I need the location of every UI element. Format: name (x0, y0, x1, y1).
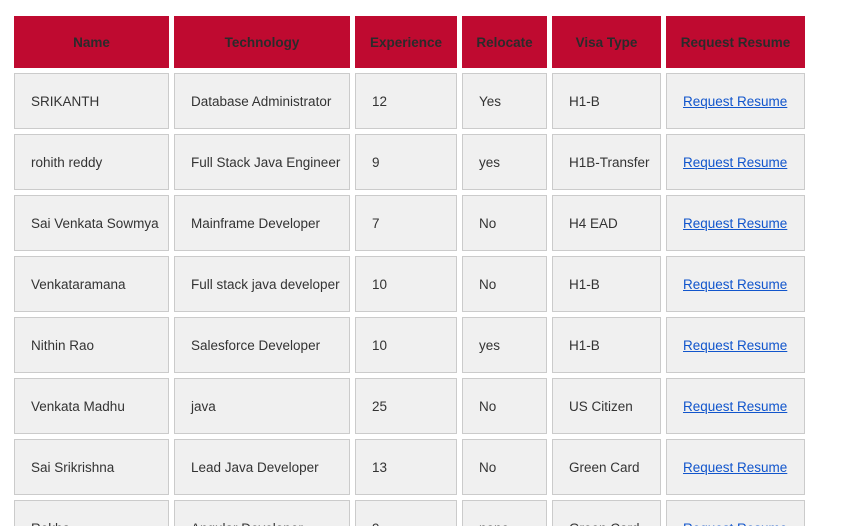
request-resume-link[interactable]: Request Resume (683, 337, 788, 353)
cell-relocate: No (462, 439, 547, 495)
column-header-visa-type: Visa Type (552, 16, 661, 68)
cell-visa-type: H1-B (552, 73, 661, 129)
column-header-name: Name (14, 16, 169, 68)
column-header-request-resume: Request Resume (666, 16, 805, 68)
cell-relocate: Yes (462, 73, 547, 129)
cell-request-resume: Request Resume (666, 378, 805, 434)
cell-experience: 9 (355, 500, 457, 526)
cell-relocate: none (462, 500, 547, 526)
cell-experience: 13 (355, 439, 457, 495)
table-body: SRIKANTH Database Administrator 12 Yes H… (14, 73, 805, 526)
cell-technology: Full stack java developer (174, 256, 350, 312)
cell-experience: 10 (355, 256, 457, 312)
request-resume-link[interactable]: Request Resume (683, 521, 787, 526)
cell-technology: Database Administrator (174, 73, 350, 129)
table-row: SRIKANTH Database Administrator 12 Yes H… (14, 73, 805, 129)
table-row: Venkataramana Full stack java developer … (14, 256, 805, 312)
cell-relocate: No (462, 256, 547, 312)
cell-visa-type: Green Card (552, 439, 661, 495)
request-resume-link[interactable]: Request Resume (683, 93, 788, 109)
cell-experience: 12 (355, 73, 457, 129)
cell-relocate: yes (462, 317, 547, 373)
cell-name: rohith reddy (14, 134, 169, 190)
table-row: Nithin Rao Salesforce Developer 10 yes H… (14, 317, 805, 373)
cell-request-resume: Request Resume (666, 73, 805, 129)
cell-technology: Lead Java Developer (174, 439, 350, 495)
cell-experience: 9 (355, 134, 457, 190)
table-row: Sai Srikrishna Lead Java Developer 13 No… (14, 439, 805, 495)
cell-relocate: yes (462, 134, 547, 190)
cell-request-resume: Request Resume (666, 439, 805, 495)
cell-experience: 10 (355, 317, 457, 373)
cell-request-resume: Request Resume (666, 500, 805, 526)
cell-visa-type: H1-B (552, 256, 661, 312)
cell-name: Sai Srikrishna (14, 439, 169, 495)
header-row: Name Technology Experience Relocate Visa… (14, 16, 805, 68)
cell-request-resume: Request Resume (666, 195, 805, 251)
cell-request-resume: Request Resume (666, 317, 805, 373)
cell-technology: java (174, 378, 350, 434)
column-header-experience: Experience (355, 16, 457, 68)
cell-name: Rekha (14, 500, 169, 526)
cell-visa-type: US Citizen (552, 378, 661, 434)
request-resume-link[interactable]: Request Resume (683, 215, 788, 231)
column-header-relocate: Relocate (462, 16, 547, 68)
table-row: Venkata Madhu java 25 No US Citizen Requ… (14, 378, 805, 434)
cell-technology: Mainframe Developer (174, 195, 350, 251)
candidates-table: Name Technology Experience Relocate Visa… (9, 11, 810, 526)
cell-name: Nithin Rao (14, 317, 169, 373)
request-resume-link[interactable]: Request Resume (683, 154, 788, 170)
table-row: rohith reddy Full Stack Java Engineer 9 … (14, 134, 805, 190)
cell-relocate: No (462, 195, 547, 251)
table-row: Sai Venkata Sowmya Mainframe Developer 7… (14, 195, 805, 251)
cell-name: SRIKANTH (14, 73, 169, 129)
table-header: Name Technology Experience Relocate Visa… (14, 16, 805, 68)
cell-request-resume: Request Resume (666, 256, 805, 312)
cell-experience: 25 (355, 378, 457, 434)
table-row: Rekha Angular Developer 9 none Green Car… (14, 500, 805, 526)
cell-request-resume: Request Resume (666, 134, 805, 190)
cell-technology: Full Stack Java Engineer (174, 134, 350, 190)
cell-visa-type: H1-B (552, 317, 661, 373)
column-header-technology: Technology (174, 16, 350, 68)
cell-experience: 7 (355, 195, 457, 251)
request-resume-link[interactable]: Request Resume (683, 276, 788, 292)
cell-relocate: No (462, 378, 547, 434)
cell-visa-type: Green Card (552, 500, 661, 526)
cell-technology: Salesforce Developer (174, 317, 350, 373)
request-resume-link[interactable]: Request Resume (683, 398, 788, 414)
cell-name: Venkata Madhu (14, 378, 169, 434)
cell-visa-type: H4 EAD (552, 195, 661, 251)
request-resume-link[interactable]: Request Resume (683, 459, 788, 475)
cell-visa-type: H1B-Transfer (552, 134, 661, 190)
cell-name: Sai Venkata Sowmya (14, 195, 169, 251)
cell-name: Venkataramana (14, 256, 169, 312)
cell-technology: Angular Developer (174, 500, 350, 526)
